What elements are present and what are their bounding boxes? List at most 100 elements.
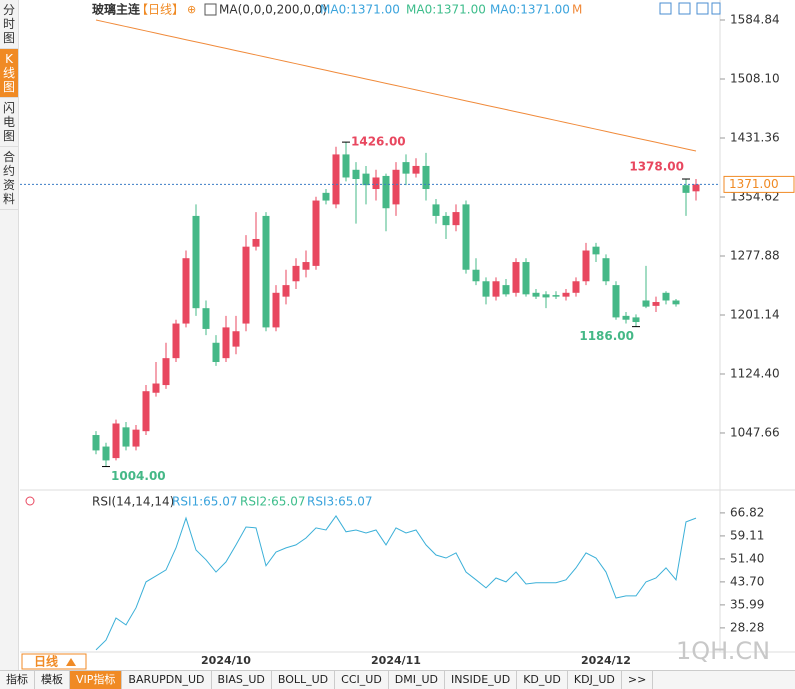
extreme-label: 1426.00	[351, 135, 406, 149]
candle-body	[342, 154, 350, 178]
candle-body	[142, 391, 150, 432]
add-button[interactable]: ⊕	[187, 3, 196, 16]
rsi-value: RSI2:65.07	[240, 495, 306, 509]
candle-body	[492, 281, 500, 297]
last-price-label: 1371.00	[729, 177, 779, 191]
candle-body	[162, 358, 170, 386]
candle-body	[222, 327, 230, 359]
candle-body	[462, 204, 470, 270]
extreme-label: 1004.00	[111, 469, 166, 483]
y-tick-label: 1508.10	[730, 71, 780, 85]
ma-value: MA0:1371.00	[406, 3, 486, 17]
chart: 玻璃主连 【日线】 ⊕ MA(0,0,0,200,0,0) MA0:1371.0…	[0, 0, 795, 670]
candle-body	[242, 246, 250, 324]
candle-body	[612, 285, 620, 318]
candle-body	[362, 173, 370, 186]
tab[interactable]: BARUPDN_UD	[122, 671, 212, 689]
candle-body	[92, 435, 100, 451]
candle-body	[412, 165, 420, 174]
candle-body	[632, 317, 640, 323]
candle-body	[442, 215, 450, 226]
candle-body	[472, 269, 480, 282]
side-tab[interactable]: 合约资料	[0, 147, 18, 210]
candle-body	[202, 308, 210, 329]
ma-value: MA0:1371.00	[320, 3, 400, 17]
tab[interactable]: KD_UD	[517, 671, 568, 689]
sidebar: 分时图 K线图 闪电图 合约资料	[0, 0, 19, 688]
candle-body	[212, 342, 220, 362]
candle-body	[622, 315, 630, 320]
side-tab[interactable]: K线图	[0, 49, 18, 98]
rsi-value: RSI3:65.07	[307, 495, 373, 509]
candle-body	[382, 175, 390, 209]
extreme-label: 1186.00	[579, 329, 634, 343]
tab[interactable]: 指标	[0, 671, 35, 689]
ma-params: MA(0,0,0,200,0,0)	[219, 3, 327, 17]
candle-body	[312, 200, 320, 266]
candle-body	[452, 212, 460, 226]
candle-body	[642, 300, 650, 307]
candle-body	[572, 281, 580, 293]
period: 【日线】	[136, 3, 184, 17]
candle-body	[582, 250, 590, 282]
tab[interactable]: CCI_UD	[335, 671, 389, 689]
y-tick-label: 59.11	[730, 528, 764, 542]
period-button-label[interactable]: 日线	[34, 654, 58, 669]
tab[interactable]: BIAS_UD	[212, 671, 272, 689]
rsi-title: RSI(14,14,14)	[92, 495, 174, 509]
x-tick-label: 2024/11	[371, 654, 421, 667]
candle-body	[552, 295, 560, 297]
side-tab[interactable]: 分时图	[0, 0, 18, 49]
y-tick-label: 1354.62	[730, 189, 780, 203]
last-price-box	[723, 175, 795, 193]
tab[interactable]: DMI_UD	[389, 671, 446, 689]
settings-icon[interactable]	[25, 496, 35, 506]
candle-body	[252, 238, 260, 247]
y-tick-label: 51.40	[730, 551, 764, 565]
side-tab[interactable]: 闪电图	[0, 98, 18, 147]
toolbar-icons[interactable]	[659, 2, 721, 15]
y-tick-label: 1124.40	[730, 366, 780, 380]
y-tick-label: 1277.88	[730, 248, 780, 262]
tab[interactable]: BOLL_UD	[272, 671, 336, 689]
background	[0, 0, 795, 670]
ma-value: M	[572, 3, 582, 17]
candle-body	[672, 300, 680, 305]
y-tick-label: 28.28	[730, 620, 764, 634]
ma-icon	[204, 3, 217, 16]
candle-body	[272, 292, 280, 328]
candle-body	[692, 184, 700, 192]
candle-body	[172, 323, 180, 359]
candle-body	[532, 292, 540, 297]
candle-body	[542, 294, 550, 298]
candle-body	[422, 165, 430, 190]
candle-body	[602, 258, 610, 282]
tab[interactable]: INSIDE_UD	[445, 671, 518, 689]
rsi-line	[95, 515, 697, 651]
candle-body	[372, 177, 380, 190]
x-tick-label: 2024/10	[201, 654, 251, 667]
tab[interactable]: KDJ_UD	[568, 671, 622, 689]
extreme-label: 1378.00	[629, 160, 684, 174]
candle-body	[112, 423, 120, 459]
y-tick-label: 43.70	[730, 574, 764, 588]
candle-body	[392, 169, 400, 205]
candle-body	[322, 192, 330, 201]
x-tick-label: 2024/12	[581, 654, 631, 667]
candle-body	[302, 262, 310, 270]
y-tick-label: 1047.66	[730, 425, 780, 439]
candle-body	[332, 154, 340, 205]
tab[interactable]: VIP指标	[70, 671, 123, 689]
y-tick-label: 1431.36	[730, 130, 780, 144]
candle-body	[292, 265, 300, 282]
tab[interactable]: 模板	[35, 671, 70, 689]
indicator-tabs: 指标 模板 VIP指标 BARUPDN_UD BIAS_UD BOLL_UD CCI_UD D…	[0, 670, 795, 689]
candle-body	[652, 302, 660, 306]
candle-body	[432, 204, 440, 216]
candle-body	[262, 215, 270, 328]
period-arrow[interactable]	[66, 658, 76, 666]
candle-body	[232, 331, 240, 347]
tab[interactable]: >>	[622, 671, 654, 689]
rsi-value: RSI1:65.07	[172, 495, 238, 509]
